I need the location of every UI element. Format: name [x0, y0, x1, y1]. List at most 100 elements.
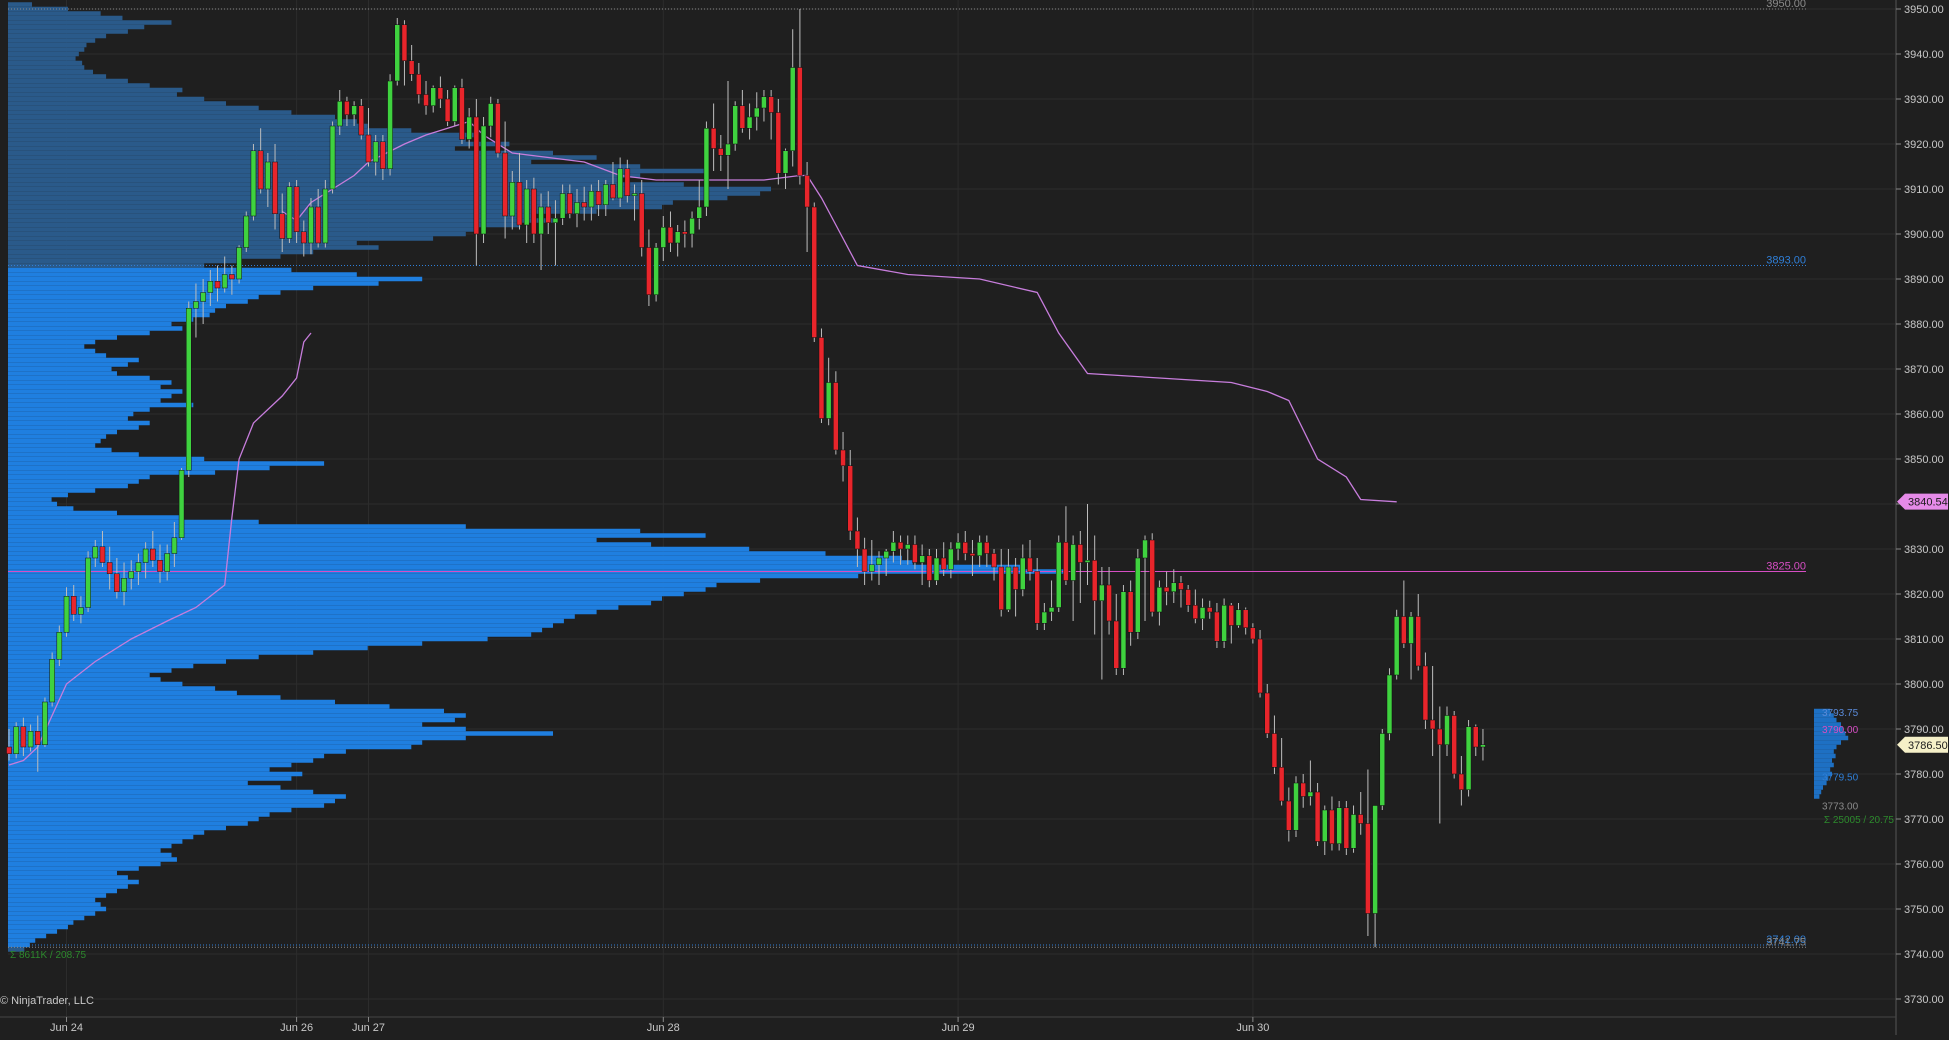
candle-down	[106, 562, 113, 574]
candle-up	[1142, 539, 1148, 559]
candle-up	[322, 188, 329, 244]
volume-profile-bar	[8, 177, 619, 183]
volume-profile-bar	[8, 155, 597, 160]
price-tick-label: 3820.00	[1904, 589, 1944, 601]
volume-profile-bar	[8, 420, 150, 426]
candle-up	[336, 101, 343, 127]
volume-profile-bar	[8, 708, 444, 714]
candle-up	[746, 116, 753, 129]
candle-down	[502, 152, 508, 217]
volume-profile-bar	[8, 749, 346, 754]
current-profile-bar	[1814, 726, 1843, 732]
candle-down	[1012, 566, 1019, 590]
volume-profile-bar	[8, 888, 117, 894]
volume-profile-bar	[8, 812, 270, 817]
volume-profile-bar	[8, 240, 357, 246]
volume-profile-bar	[8, 2, 32, 7]
price-tick-label: 3780.00	[1904, 769, 1944, 781]
current-profile-bar	[1814, 749, 1834, 754]
candle-down	[610, 184, 616, 199]
volume-profile-bar	[8, 942, 30, 948]
volume-profile-bar	[8, 335, 117, 340]
volume-profile-bar	[8, 632, 532, 637]
volume-profile-bar	[8, 578, 761, 583]
volume-profile-bar	[8, 141, 510, 147]
volume-profile-bar	[8, 312, 210, 318]
candle-up	[186, 308, 192, 471]
candle-up	[603, 184, 609, 205]
volume-profile-bar	[8, 83, 150, 88]
volume-profile-bar	[8, 6, 68, 12]
volume-profile-bar	[8, 875, 128, 880]
price-tick-label: 3790.00	[1904, 724, 1944, 736]
candle-up	[1386, 674, 1393, 734]
candle-up	[559, 193, 566, 219]
volume-profile-bar	[8, 924, 68, 930]
volume-profile-bar	[8, 186, 771, 192]
candle-down	[358, 105, 365, 136]
candle-down	[401, 24, 408, 61]
candle-up	[207, 281, 214, 293]
current-profile-bar	[1814, 776, 1829, 781]
price-tick-label: 3920.00	[1904, 139, 1944, 151]
candle-up	[782, 150, 789, 174]
candle-up	[63, 596, 70, 633]
volume-profile-bar	[8, 816, 259, 822]
volume-profile-bar	[8, 362, 128, 367]
volume-profile-bar	[8, 933, 47, 939]
current-profile-label: 3773.00	[1822, 802, 1859, 813]
volume-profile-bar	[8, 699, 335, 705]
volume-profile-bar	[8, 519, 259, 525]
volume-profile-bar	[8, 249, 314, 255]
candle-down	[768, 96, 774, 113]
candle-down	[437, 87, 444, 100]
candle-down	[229, 274, 235, 280]
candle-down	[991, 553, 997, 568]
volume-profile-bar	[8, 528, 641, 534]
volume-profile-bar	[8, 753, 325, 759]
volume-profile-bar	[8, 713, 466, 718]
candle-down	[1163, 587, 1170, 592]
candle-down	[1034, 571, 1040, 624]
time-axis[interactable]: Jun 24 Jun 26 Jun 27 Jun 28 Jun 29 Jun 30	[0, 1016, 1896, 1034]
candle-up	[825, 382, 832, 419]
volume-profile-bar	[8, 776, 292, 781]
volume-profile-bar	[8, 78, 128, 84]
volume-profile-bar	[8, 92, 177, 97]
volume-profile-bar	[8, 182, 684, 187]
candle-up	[933, 557, 940, 581]
candle-up	[387, 80, 393, 169]
volume-profile-bar	[8, 654, 259, 660]
volume-profile-bar	[8, 11, 101, 16]
volume-profile-bar	[8, 794, 346, 799]
price-tick-label: 3930.00	[1904, 94, 1944, 106]
volume-profile-bar	[8, 236, 434, 241]
candle-up	[574, 202, 580, 214]
volume-profile-bar	[8, 452, 139, 457]
volume-profile-bar	[8, 96, 205, 102]
time-tick-label: Jun 29	[942, 1022, 975, 1034]
candle-up	[178, 470, 185, 538]
volume-profile-bar	[8, 785, 281, 790]
volume-profile-bar	[8, 272, 357, 277]
candle-up	[13, 726, 19, 754]
price-tag-marker	[1897, 493, 1948, 510]
volume-profile-bar	[8, 168, 706, 174]
volume-profile-bar	[8, 879, 139, 885]
candle-up	[121, 578, 127, 592]
volume-profile-bar	[8, 758, 314, 763]
candle-down	[1257, 638, 1263, 694]
candle-up	[452, 87, 458, 122]
price-axis[interactable]: 3730.00 3740.00 3750.00 3760.00 3770.00 3780.…	[1896, 4, 1948, 1006]
volume-profile-bar	[8, 465, 270, 471]
volume-profile-bar	[8, 434, 107, 439]
volume-profile-bar	[8, 843, 172, 849]
candle-down	[797, 67, 803, 176]
candle-down	[1264, 692, 1270, 734]
candle-up	[329, 125, 336, 190]
volume-profile-bar	[8, 380, 172, 385]
volume-profile-bar	[8, 164, 641, 169]
volume-profile-bar	[8, 852, 172, 858]
